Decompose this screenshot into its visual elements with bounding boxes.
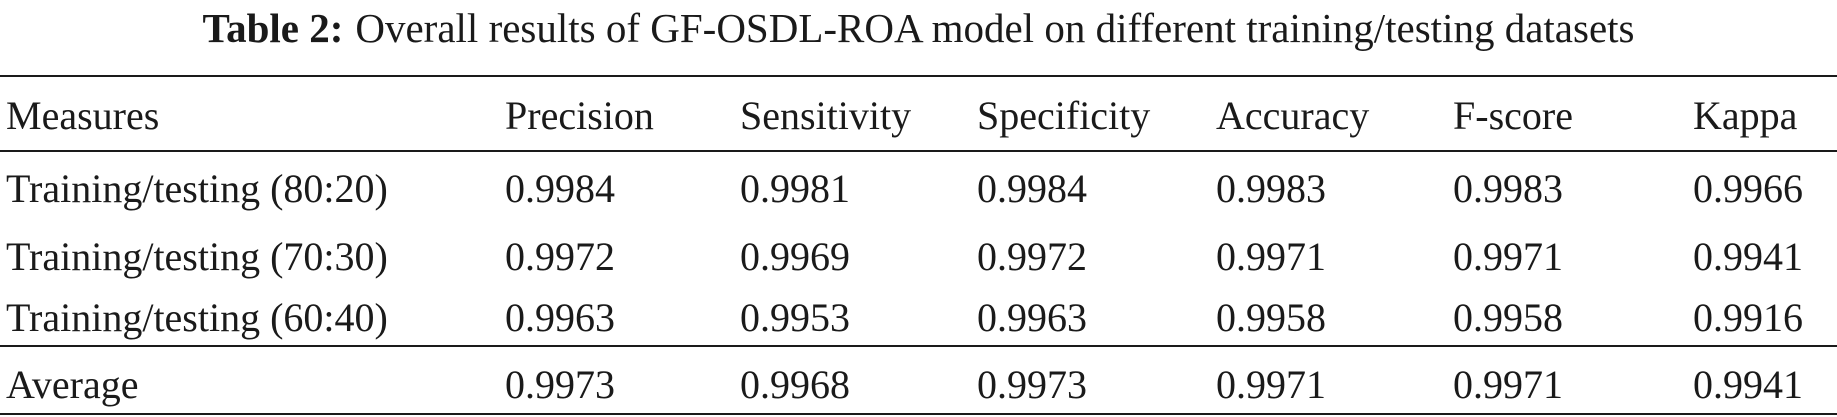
column-header-measures: Measures — [6, 92, 160, 138]
results-table: Measures Precision Sensitivity Specifici… — [0, 82, 1837, 417]
table-row: Training/testing (80:20) 0.9984 0.9981 0… — [0, 148, 1837, 225]
accuracy-cell: 0.9971 — [1216, 361, 1326, 407]
average-row: Average 0.9973 0.9968 0.9973 0.9971 0.99… — [0, 347, 1837, 417]
row-label: Average — [6, 361, 139, 407]
column-header-specificity: Specificity — [977, 92, 1151, 138]
column-header-sensitivity: Sensitivity — [740, 92, 912, 138]
f-score-cell: 0.9983 — [1453, 166, 1563, 211]
row-label: Training/testing (60:40) — [6, 294, 388, 340]
header-rule — [0, 150, 1837, 152]
accuracy-cell: 0.9983 — [1216, 166, 1326, 211]
kappa-cell: 0.9941 — [1693, 361, 1803, 407]
sensitivity-cell: 0.9953 — [740, 294, 850, 340]
f-score-cell: 0.9971 — [1453, 361, 1563, 407]
row-label: Training/testing (80:20) — [6, 166, 388, 211]
kappa-cell: 0.9966 — [1693, 166, 1803, 211]
precision-cell: 0.9963 — [505, 294, 615, 340]
sensitivity-cell: 0.9981 — [740, 166, 850, 211]
specificity-cell: 0.9973 — [977, 361, 1087, 407]
column-header-accuracy: Accuracy — [1216, 92, 1370, 138]
row-label: Training/testing (70:30) — [6, 233, 388, 279]
kappa-cell: 0.9941 — [1693, 233, 1803, 279]
top-rule — [0, 75, 1837, 77]
specificity-cell: 0.9972 — [977, 233, 1087, 279]
kappa-cell: 0.9916 — [1693, 294, 1803, 340]
column-header-precision: Precision — [505, 92, 654, 138]
accuracy-cell: 0.9971 — [1216, 233, 1326, 279]
precision-cell: 0.9973 — [505, 361, 615, 407]
column-header-f-score: F-score — [1453, 92, 1573, 138]
specificity-cell: 0.9963 — [977, 294, 1087, 340]
accuracy-cell: 0.9958 — [1216, 294, 1326, 340]
column-header-kappa: Kappa — [1693, 92, 1798, 138]
f-score-cell: 0.9971 — [1453, 233, 1563, 279]
average-rule — [0, 345, 1837, 347]
table-row: Training/testing (60:40) 0.9963 0.9953 0… — [0, 287, 1837, 347]
sensitivity-cell: 0.9968 — [740, 361, 850, 407]
table-row: Training/testing (70:30) 0.9972 0.9969 0… — [0, 225, 1837, 287]
precision-cell: 0.9972 — [505, 233, 615, 279]
specificity-cell: 0.9984 — [977, 166, 1087, 211]
table-caption-text: Overall results of GF-OSDL-ROA model on … — [355, 5, 1635, 51]
table-caption: Table 2: Overall results of GF-OSDL-ROA m… — [0, 2, 1837, 54]
f-score-cell: 0.9958 — [1453, 294, 1563, 340]
header-row: Measures Precision Sensitivity Specifici… — [0, 82, 1837, 148]
table-caption-label: Table 2: — [202, 5, 344, 51]
precision-cell: 0.9984 — [505, 166, 615, 211]
bottom-rule — [0, 413, 1837, 415]
sensitivity-cell: 0.9969 — [740, 233, 850, 279]
